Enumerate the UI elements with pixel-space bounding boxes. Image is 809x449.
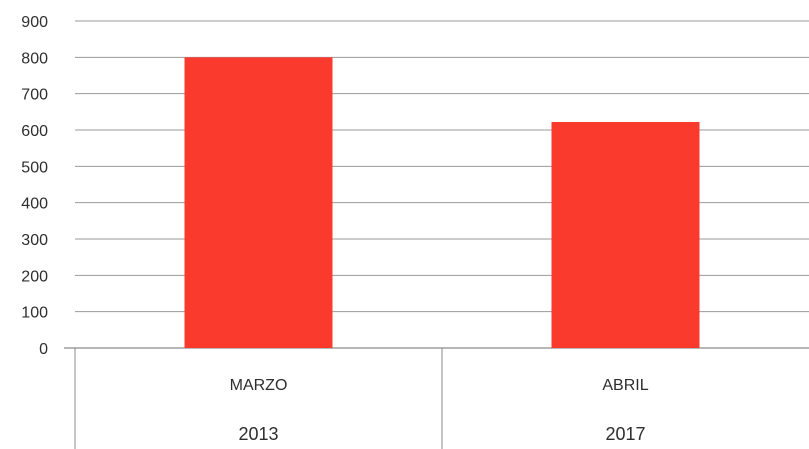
y-tick-label-400: 400	[21, 196, 48, 213]
y-tick-label-300: 300	[21, 232, 48, 249]
y-tick-label-700: 700	[21, 87, 48, 104]
x-group-label-2013: 2013	[238, 424, 278, 444]
axes	[64, 347, 809, 449]
y-tick-label-200: 200	[21, 268, 48, 285]
x-category-label-marzo: MARZO	[230, 377, 288, 394]
y-tick-label-500: 500	[21, 159, 48, 176]
bars	[184, 57, 700, 348]
y-tick-label-800: 800	[21, 50, 48, 67]
y-axis-tick-labels: 0 100 200 300 400 500 600 700 800 900	[21, 14, 48, 358]
y-tick-label-0: 0	[39, 341, 48, 358]
y-tick-label-900: 900	[21, 14, 48, 31]
bar-marzo	[184, 57, 333, 348]
x-category-label-abril: ABRIL	[602, 377, 648, 394]
bar-abril	[551, 122, 700, 348]
y-tick-label-100: 100	[21, 305, 48, 322]
x-axis-category-labels: MARZO 2013 ABRIL 2017	[230, 377, 649, 444]
y-tick-label-600: 600	[21, 123, 48, 140]
x-group-label-2017: 2017	[605, 424, 645, 444]
